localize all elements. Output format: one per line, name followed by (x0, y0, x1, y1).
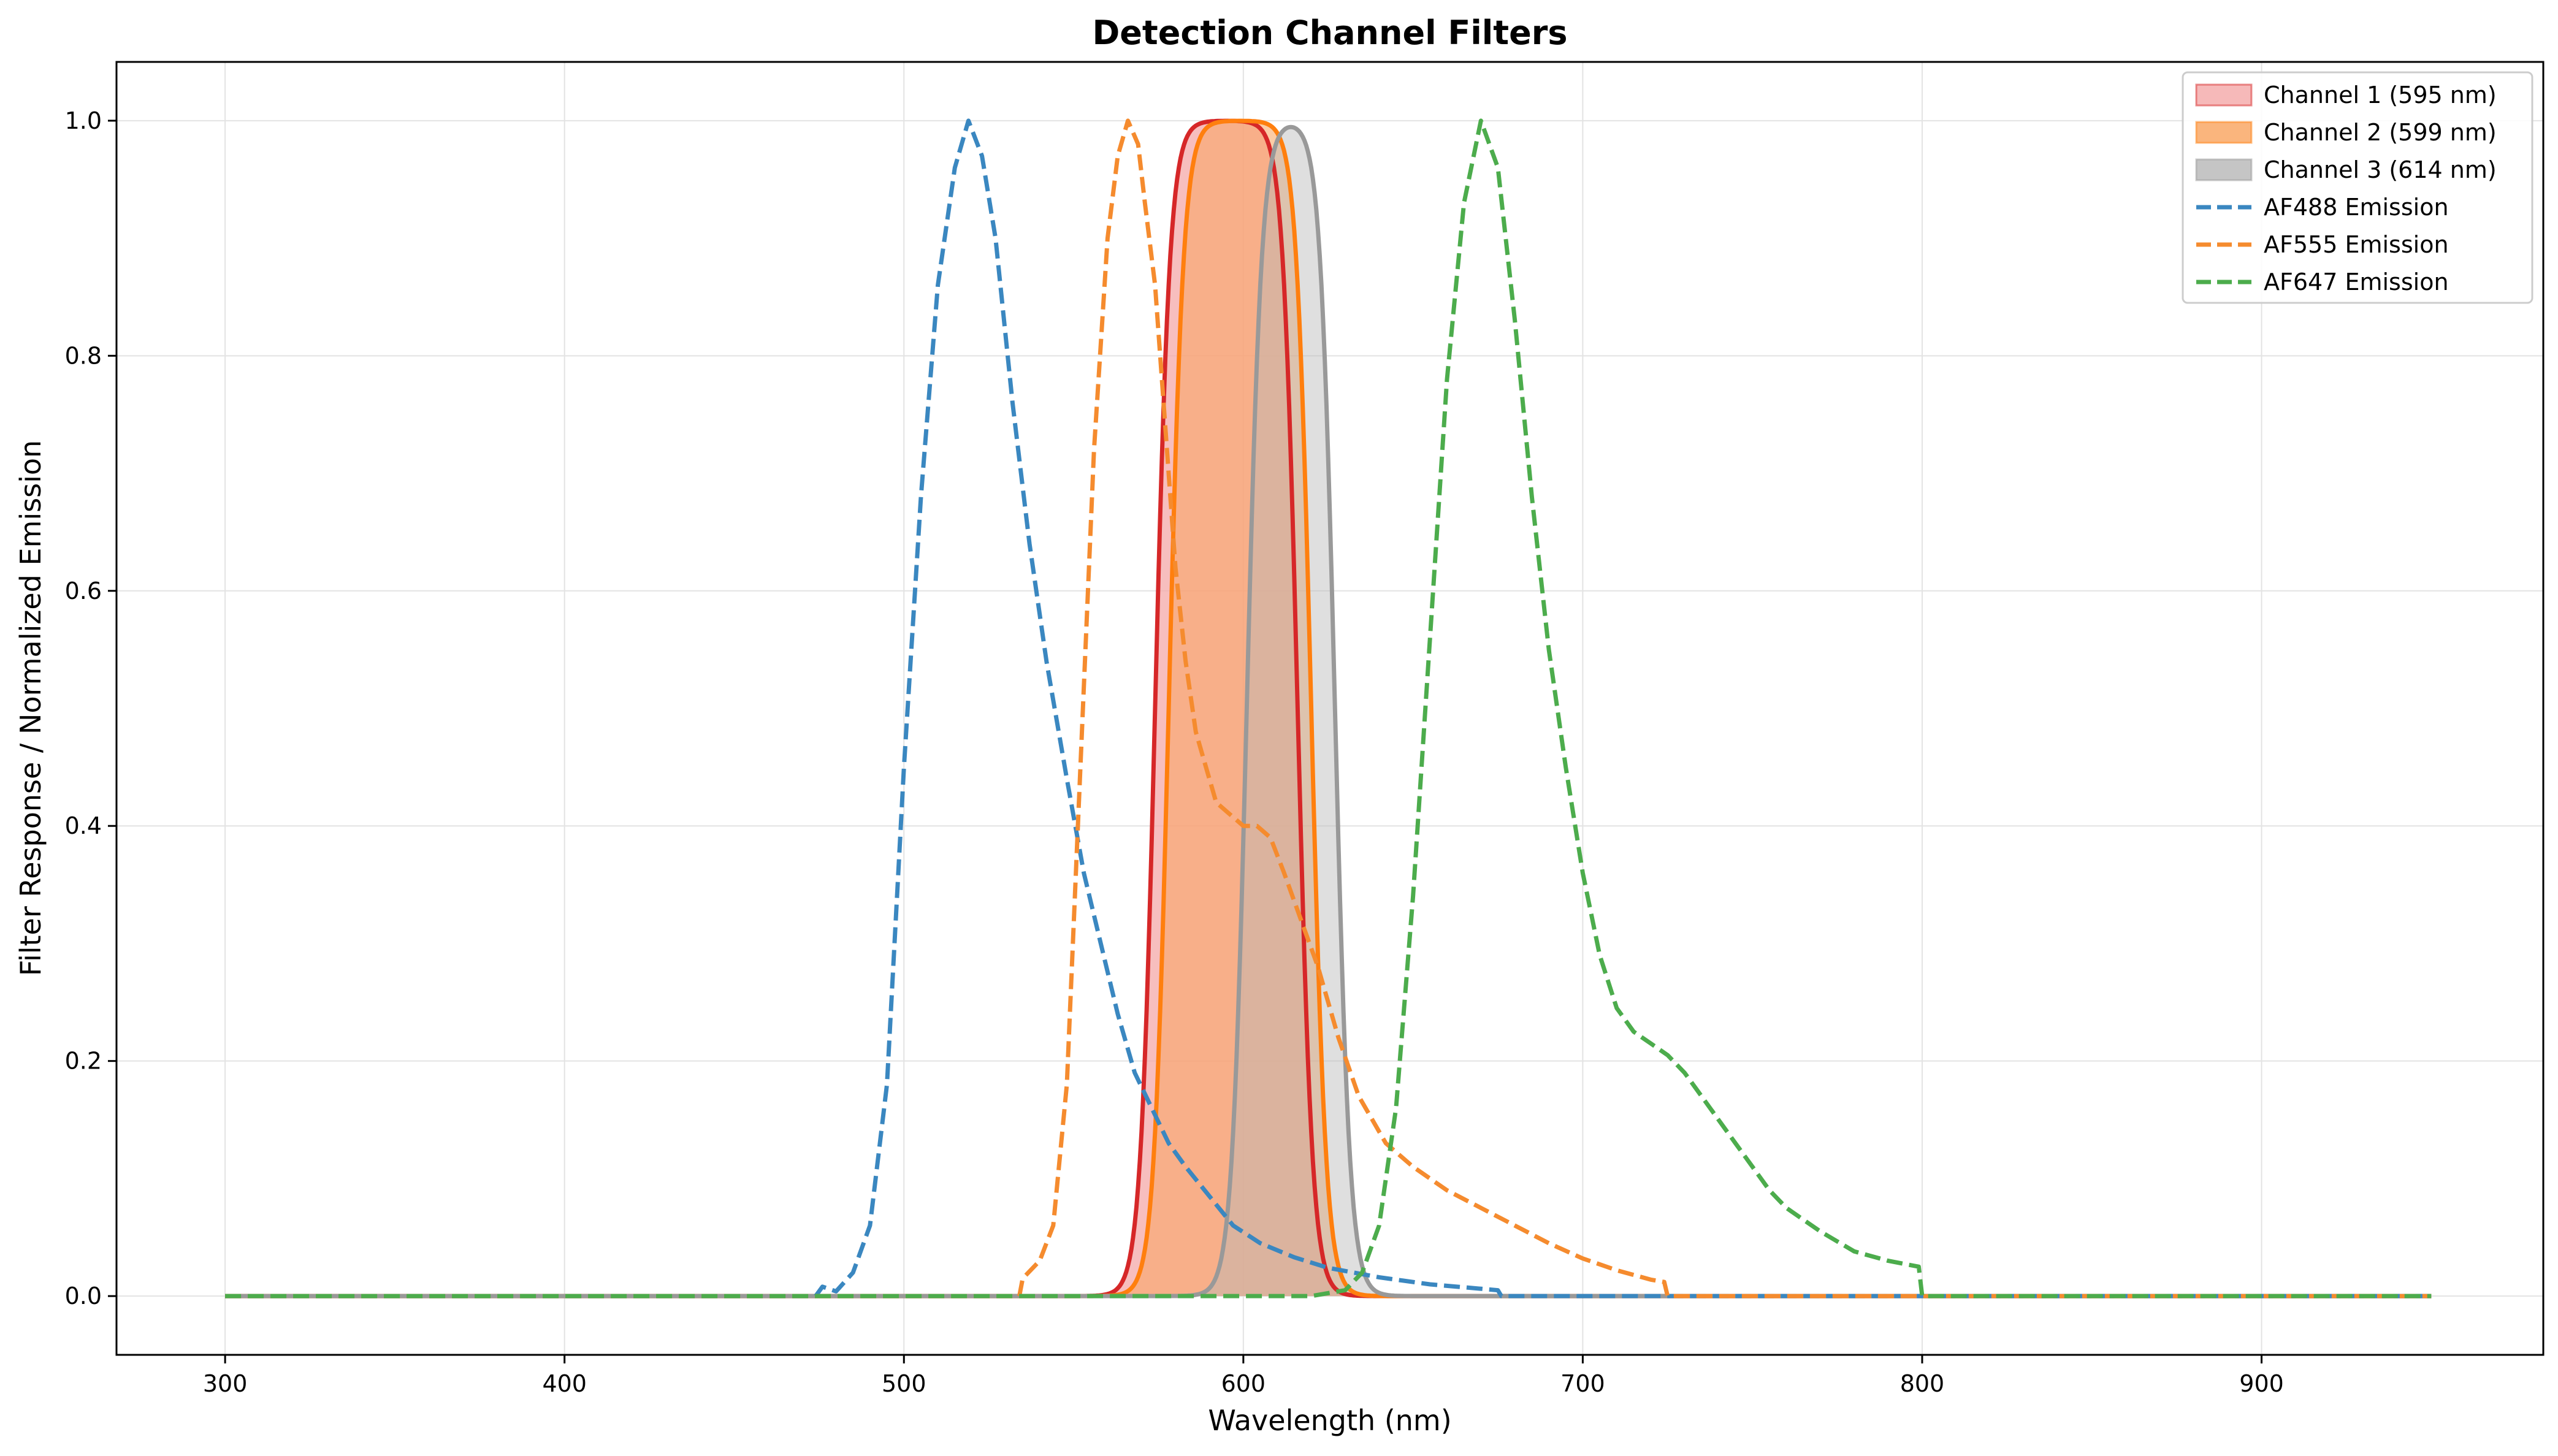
legend-label: AF488 Emission (2264, 194, 2449, 221)
filter-fill-3 (225, 127, 2432, 1297)
legend-label: Channel 3 (614 nm) (2264, 156, 2497, 183)
emission-line-2 (225, 118, 2432, 1298)
x-tick-label: 600 (1221, 1370, 1266, 1397)
legend-label: Channel 2 (599 nm) (2264, 119, 2497, 146)
legend-swatch (2195, 158, 2253, 181)
y-tick-label: 1.0 (65, 107, 102, 134)
x-tick-label: 400 (542, 1370, 587, 1397)
y-tick-label: 0.6 (65, 577, 102, 604)
legend-swatch (2195, 121, 2253, 144)
filter-fills (225, 121, 2432, 1297)
plot-frame (115, 61, 2545, 1356)
axis-ticks: 300 400 500 600 700 800 900 0.0 0.2 0.4 0.6 0.8 1.0 (65, 107, 2284, 1397)
emission-line-1 (225, 118, 2432, 1298)
x-tick-label: 800 (1900, 1370, 1945, 1397)
y-tick-label: 0.0 (65, 1283, 102, 1309)
legend-swatch (2195, 83, 2253, 107)
chart-title: Detection Channel Filters (1092, 13, 1567, 52)
x-tick-label: 700 (1560, 1370, 1605, 1397)
legend-label: AF555 Emission (2264, 231, 2449, 258)
series-lines (224, 118, 2432, 1298)
x-tick-label: 900 (2239, 1370, 2284, 1397)
y-tick-label: 0.4 (65, 812, 102, 839)
y-axis-label: Filter Response / Normalized Emission (14, 440, 47, 976)
x-tick-label: 500 (882, 1370, 926, 1397)
x-tick-label: 300 (203, 1370, 248, 1397)
emission-line-3 (225, 118, 2432, 1298)
legend-box (2182, 71, 2533, 304)
y-tick-label: 0.2 (65, 1048, 102, 1075)
legend-label: AF647 Emission (2264, 269, 2449, 295)
x-axis-label: Wavelength (nm) (1208, 1404, 1451, 1437)
legend: Channel 1 (595 nm) Channel 2 (599 nm) Chan… (2182, 71, 2533, 304)
y-tick-label: 0.8 (65, 342, 102, 369)
legend-label: Channel 1 (595 nm) (2264, 82, 2497, 109)
